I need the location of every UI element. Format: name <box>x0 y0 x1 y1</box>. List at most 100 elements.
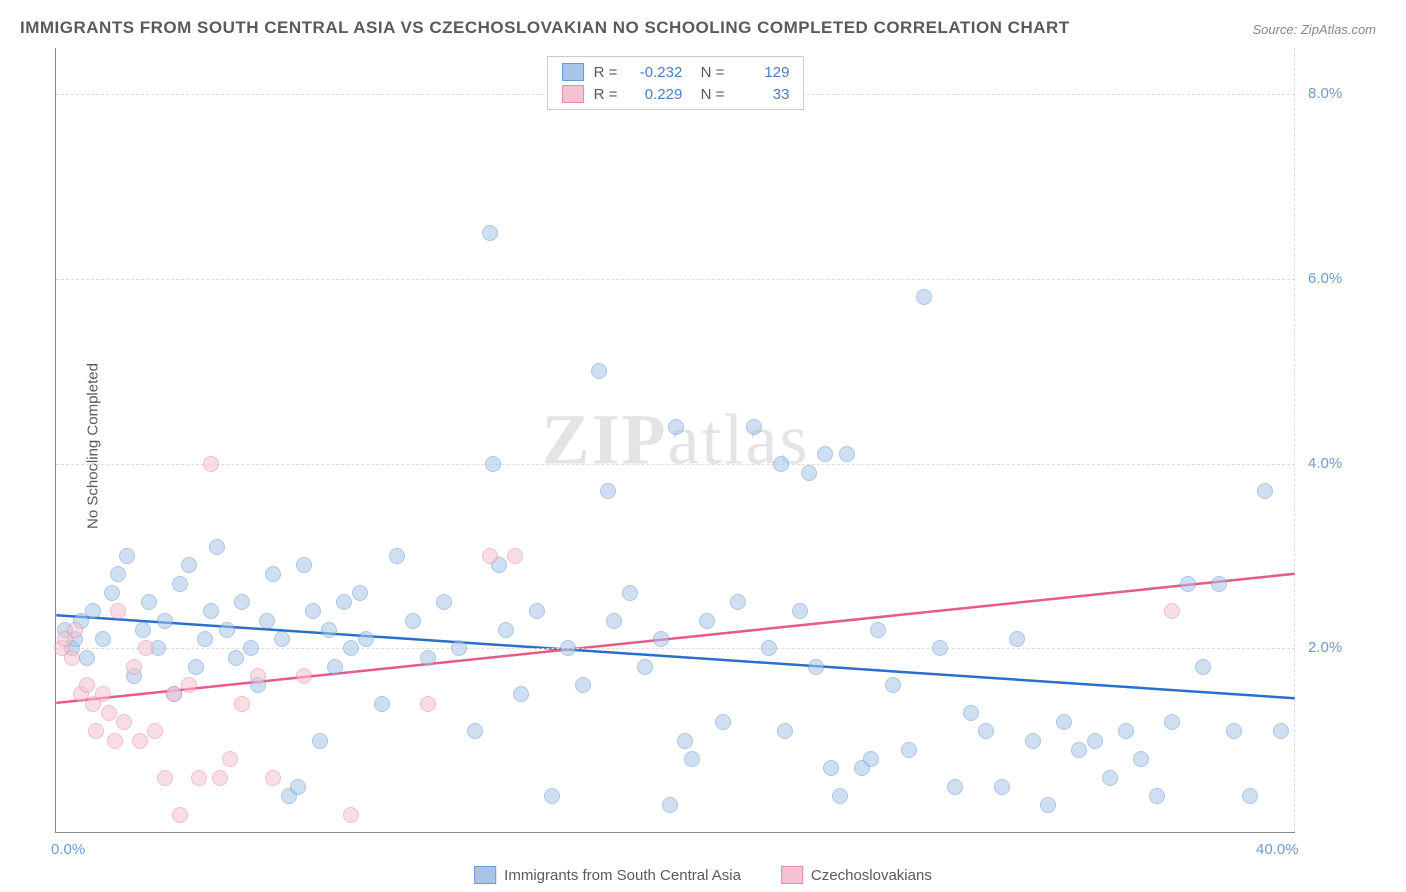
scatter-point <box>290 779 306 795</box>
legend-swatch <box>474 866 496 884</box>
scatter-point <box>389 548 405 564</box>
scatter-point <box>1087 733 1103 749</box>
scatter-point <box>485 456 501 472</box>
scatter-point <box>699 613 715 629</box>
scatter-point <box>1025 733 1041 749</box>
scatter-point <box>498 622 514 638</box>
scatter-point <box>274 631 290 647</box>
scatter-point <box>147 723 163 739</box>
scatter-point <box>1226 723 1242 739</box>
scatter-point <box>188 659 204 675</box>
legend-label: Czechoslovakians <box>811 867 932 884</box>
scatter-point <box>116 714 132 730</box>
watermark: ZIPatlas <box>542 399 810 482</box>
scatter-point <box>336 594 352 610</box>
legend-n-label: N = <box>692 86 724 103</box>
legend-n-value: 129 <box>734 64 789 81</box>
scatter-point <box>234 594 250 610</box>
scatter-point <box>420 650 436 666</box>
scatter-point <box>1056 714 1072 730</box>
scatter-point <box>600 483 616 499</box>
scatter-point <box>606 613 622 629</box>
scatter-point <box>203 603 219 619</box>
grid-line <box>56 464 1295 465</box>
scatter-point <box>1273 723 1289 739</box>
scatter-point <box>653 631 669 647</box>
scatter-point <box>885 677 901 693</box>
scatter-point <box>1242 788 1258 804</box>
scatter-point <box>110 566 126 582</box>
scatter-point <box>172 807 188 823</box>
legend-stat-row: R =0.229 N =33 <box>562 85 790 103</box>
legend-n-value: 33 <box>734 86 789 103</box>
ytick-label: 2.0% <box>1308 639 1342 656</box>
scatter-point <box>265 770 281 786</box>
scatter-point <box>513 686 529 702</box>
scatter-point <box>243 640 259 656</box>
scatter-point <box>312 733 328 749</box>
scatter-point <box>135 622 151 638</box>
scatter-point <box>730 594 746 610</box>
scatter-point <box>358 631 374 647</box>
scatter-point <box>107 733 123 749</box>
scatter-point <box>801 465 817 481</box>
scatter-point <box>222 751 238 767</box>
scatter-point <box>746 419 762 435</box>
scatter-point <box>1164 603 1180 619</box>
ytick-label: 4.0% <box>1308 455 1342 472</box>
scatter-point <box>64 650 80 666</box>
scatter-point <box>197 631 213 647</box>
scatter-point <box>662 797 678 813</box>
scatter-point <box>1102 770 1118 786</box>
scatter-point <box>482 225 498 241</box>
scatter-point <box>157 613 173 629</box>
trend-lines <box>56 48 1295 832</box>
scatter-point <box>832 788 848 804</box>
legend-stat-row: R =-0.232 N =129 <box>562 63 790 81</box>
scatter-point <box>79 677 95 693</box>
scatter-point <box>963 705 979 721</box>
scatter-point <box>296 557 312 573</box>
scatter-point <box>482 548 498 564</box>
scatter-point <box>126 659 142 675</box>
x-right-edge <box>1294 48 1295 832</box>
scatter-point <box>119 548 135 564</box>
chart-title: IMMIGRANTS FROM SOUTH CENTRAL ASIA VS CZ… <box>20 18 1070 38</box>
legend-bottom: Immigrants from South Central AsiaCzecho… <box>474 866 932 884</box>
scatter-point <box>870 622 886 638</box>
xtick-label: 40.0% <box>1256 841 1299 858</box>
scatter-point <box>212 770 228 786</box>
scatter-point <box>181 677 197 693</box>
legend-r-value: -0.232 <box>627 64 682 81</box>
scatter-point <box>467 723 483 739</box>
grid-line <box>56 648 1295 649</box>
scatter-point <box>1071 742 1087 758</box>
scatter-point <box>88 723 104 739</box>
legend-item: Czechoslovakians <box>781 866 932 884</box>
legend-r-label: R = <box>594 86 618 103</box>
legend-swatch <box>562 63 584 81</box>
legend-swatch <box>781 866 803 884</box>
scatter-point <box>777 723 793 739</box>
scatter-point <box>79 650 95 666</box>
scatter-point <box>947 779 963 795</box>
scatter-point <box>1195 659 1211 675</box>
scatter-point <box>916 289 932 305</box>
scatter-point <box>575 677 591 693</box>
scatter-point <box>85 603 101 619</box>
scatter-point <box>808 659 824 675</box>
scatter-point <box>560 640 576 656</box>
scatter-point <box>296 668 312 684</box>
scatter-point <box>181 557 197 573</box>
scatter-point <box>110 603 126 619</box>
scatter-point <box>138 640 154 656</box>
scatter-point <box>1149 788 1165 804</box>
scatter-point <box>622 585 638 601</box>
scatter-point <box>343 640 359 656</box>
scatter-point <box>95 631 111 647</box>
scatter-point <box>1009 631 1025 647</box>
scatter-point <box>265 566 281 582</box>
scatter-point <box>529 603 545 619</box>
scatter-point <box>101 705 117 721</box>
scatter-point <box>978 723 994 739</box>
